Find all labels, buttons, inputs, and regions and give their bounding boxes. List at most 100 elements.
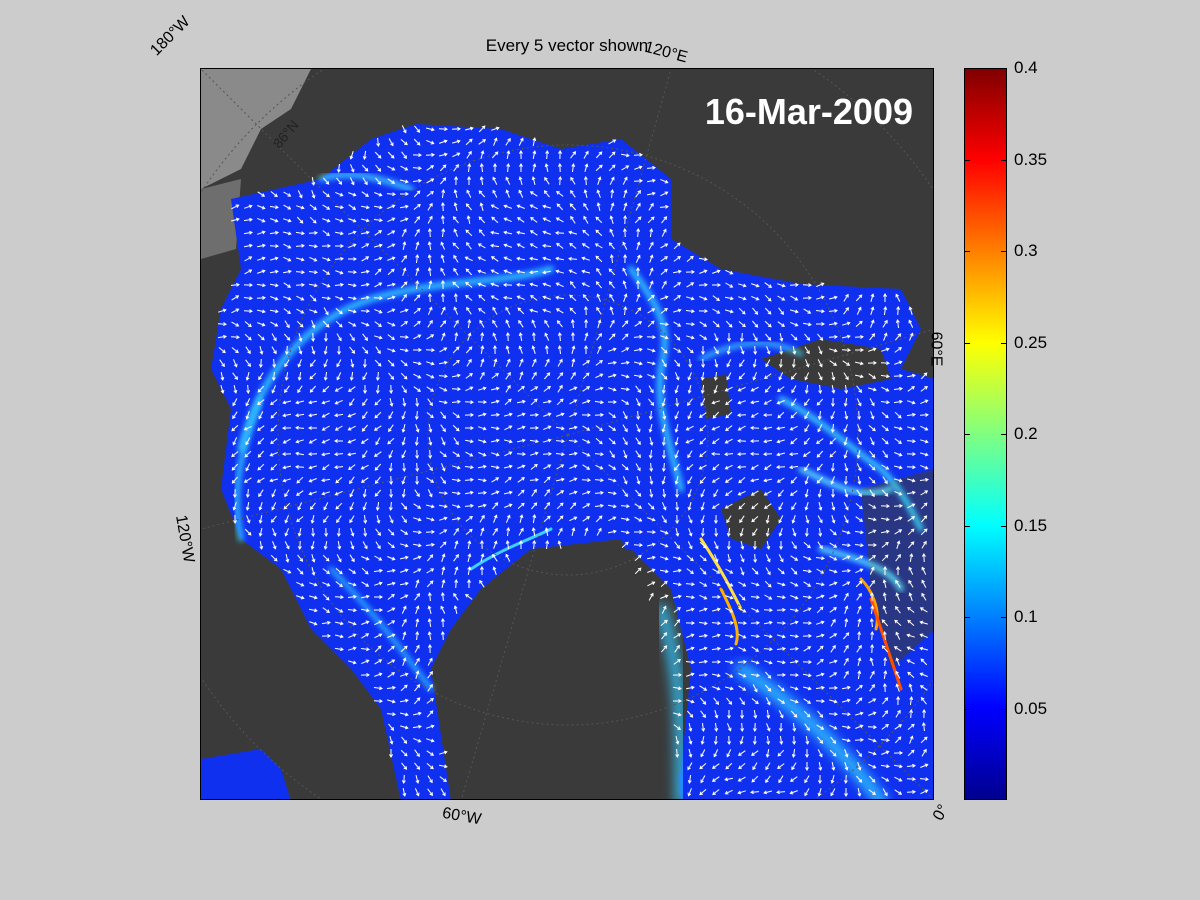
drift-vector-head	[257, 466, 262, 471]
drift-vector	[348, 452, 356, 456]
drift-vector-head	[314, 230, 318, 235]
drift-vector-head	[417, 568, 422, 573]
drift-vector	[869, 580, 875, 588]
drift-vector-head	[379, 218, 383, 223]
drift-vector-head	[611, 333, 616, 338]
drift-vector	[334, 634, 344, 638]
drift-vector	[907, 528, 915, 536]
drift-vector	[414, 229, 420, 237]
drift-vector	[882, 645, 888, 653]
label-60e: 60°E	[927, 331, 945, 367]
drift-vector-head	[348, 466, 352, 470]
drift-vector	[428, 423, 432, 433]
drift-vector	[766, 709, 770, 719]
drift-vector-head	[857, 416, 862, 420]
drift-vector-head	[766, 558, 771, 563]
drift-vector-head	[492, 345, 497, 349]
drift-vector	[906, 778, 916, 780]
drift-vector-head	[686, 466, 690, 471]
drift-vector-head	[782, 607, 786, 612]
drift-vector	[413, 190, 421, 198]
drift-vector	[337, 541, 341, 549]
drift-vector	[283, 282, 291, 288]
drift-vector	[844, 762, 848, 770]
drift-vector-head	[751, 778, 756, 783]
drift-vector	[674, 411, 680, 419]
drift-vector-head	[287, 310, 291, 314]
drift-vector-head	[443, 529, 448, 533]
drift-vector-head	[898, 440, 902, 444]
drift-vector-head	[833, 607, 837, 611]
drift-vector	[856, 398, 862, 406]
drift-vector	[416, 462, 418, 472]
drift-vector-head	[494, 527, 498, 532]
drift-vector-head	[912, 452, 916, 457]
drift-vector	[907, 672, 915, 678]
drift-vector	[556, 270, 564, 274]
drift-vector	[854, 739, 864, 741]
drift-vector	[218, 347, 226, 353]
drift-vector-head	[804, 402, 808, 406]
drift-vector-head	[415, 670, 420, 675]
drift-vector-head	[703, 687, 708, 691]
drift-vector	[546, 540, 548, 550]
drift-vector-head	[364, 545, 368, 550]
drift-vector-head	[843, 780, 848, 784]
drift-vector-head	[726, 753, 731, 758]
drift-vector	[493, 359, 497, 367]
drift-vector	[843, 515, 849, 523]
drift-vector	[375, 164, 381, 172]
drift-vector	[556, 191, 564, 197]
drift-vector	[336, 554, 342, 562]
drift-vector	[634, 348, 642, 352]
drift-vector	[686, 568, 694, 574]
drift-vector	[454, 605, 458, 615]
drift-vector	[480, 528, 484, 536]
drift-vector-head	[431, 542, 435, 547]
drift-vector	[390, 462, 392, 472]
drift-vector-head	[430, 752, 435, 756]
drift-vector-head	[270, 427, 275, 432]
drift-vector-head	[651, 308, 656, 312]
drift-vector-head	[391, 295, 396, 300]
drift-vector-head	[595, 281, 600, 285]
colorbar-tick-label: 0.05	[1014, 698, 1048, 718]
drift-vector-head	[637, 467, 641, 472]
drift-vector	[481, 163, 483, 173]
drift-vector-head	[727, 715, 732, 719]
drift-vector	[556, 243, 564, 249]
drift-vector	[763, 648, 773, 650]
drift-vector-head	[763, 452, 767, 457]
drift-vector-head	[831, 766, 836, 771]
drift-vector-head	[637, 493, 642, 497]
drift-vector	[793, 358, 795, 368]
drift-vector-head	[782, 621, 786, 626]
drift-vector-head	[729, 674, 734, 678]
drift-vector	[505, 372, 511, 380]
drift-vector-head	[698, 414, 703, 418]
drift-vector	[388, 450, 394, 458]
drift-vector-head	[651, 581, 656, 585]
drift-vector-head	[804, 754, 809, 758]
drift-vector	[595, 151, 603, 159]
drift-vector	[790, 621, 798, 625]
drift-vector-head	[750, 451, 754, 456]
drift-vector-head	[872, 529, 877, 534]
drift-vector-head	[781, 582, 786, 587]
drift-vector	[699, 321, 707, 327]
drift-vector	[806, 527, 808, 537]
drift-vector-head	[908, 306, 913, 311]
drift-vector	[896, 658, 900, 666]
drift-vector-head	[712, 466, 717, 471]
drift-vector	[322, 230, 330, 236]
drift-vector-head	[403, 752, 408, 757]
drift-vector-head	[362, 415, 366, 420]
drift-vector	[725, 386, 733, 392]
drift-vector	[779, 332, 783, 342]
drift-vector-head	[443, 347, 448, 351]
drift-vector	[738, 790, 746, 794]
drift-vector-head	[833, 581, 838, 586]
drift-vector	[857, 762, 861, 770]
drift-vector-head	[844, 618, 849, 622]
drift-vector-head	[807, 544, 811, 549]
